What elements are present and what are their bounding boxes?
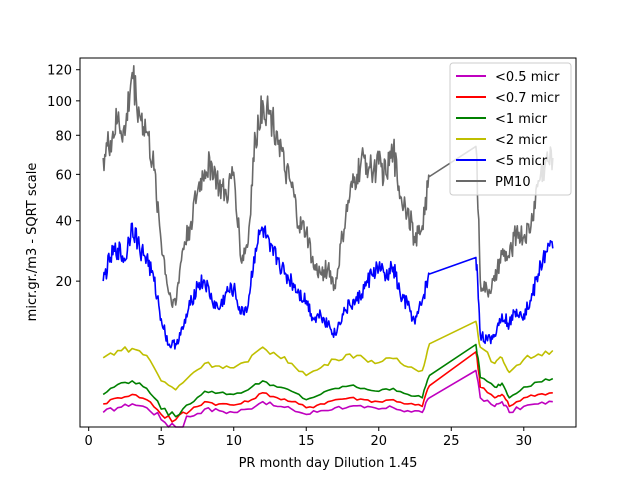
x-tick-label: 25 xyxy=(443,434,460,449)
series-line xyxy=(102,320,554,391)
plot-frame xyxy=(79,57,577,428)
legend-label-4: <5 micr xyxy=(495,154,548,169)
legend-label-3: <2 micr xyxy=(495,133,548,148)
series-line xyxy=(102,65,554,308)
series-layer xyxy=(102,65,554,428)
series-line xyxy=(102,343,554,418)
x-axis-ticks: 0 5 10 15 20 25 30 xyxy=(85,427,533,449)
y-tick-label: 20 xyxy=(55,275,72,290)
x-tick-label: 0 xyxy=(85,434,93,449)
y-tick-label: 120 xyxy=(47,64,72,79)
y-tick-label: 40 xyxy=(55,215,72,230)
y-axis-ticks: 20 40 60 80 100 120 xyxy=(47,64,80,290)
x-tick-label: 15 xyxy=(298,434,315,449)
y-tick-label: 60 xyxy=(55,168,72,183)
x-tick-label: 30 xyxy=(516,434,533,449)
legend-label-5: PM10 xyxy=(495,175,531,190)
legend-label-2: <1 micr xyxy=(495,112,548,127)
series-line xyxy=(103,351,553,423)
x-tick-label: 10 xyxy=(225,434,242,449)
x-axis-label: PR month day Dilution 1.45 xyxy=(239,456,418,471)
legend: <0.5 micr <0.7 micr <1 micr <2 micr <5 m… xyxy=(449,62,572,196)
y-tick-label: 100 xyxy=(47,95,72,110)
legend-label-0: <0.5 micr xyxy=(495,70,560,85)
y-axis-label: micr.gr./m3 - SQRT scale xyxy=(25,163,40,322)
y-tick-label: 80 xyxy=(55,129,72,144)
series-line xyxy=(102,222,554,350)
x-tick-label: 20 xyxy=(370,434,387,449)
legend-label-1: <0.7 micr xyxy=(495,91,560,106)
x-tick-label: 5 xyxy=(157,434,165,449)
